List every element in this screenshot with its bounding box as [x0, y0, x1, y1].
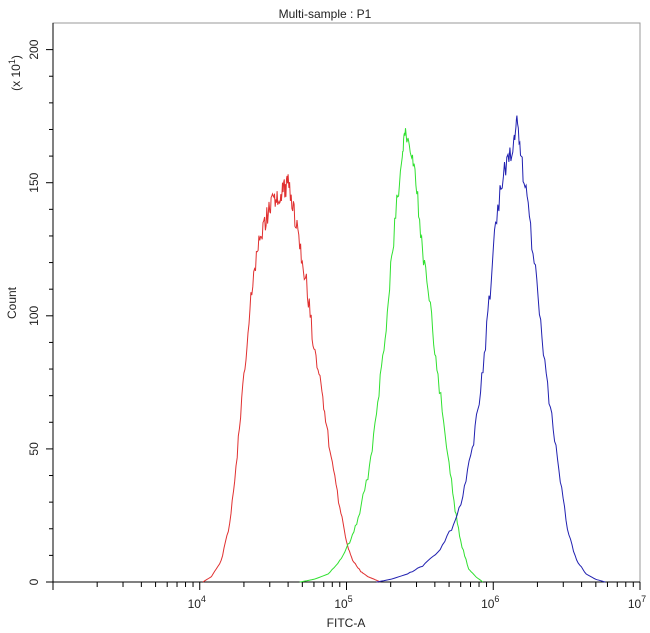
x-tick-base: 10: [188, 597, 202, 611]
x-tick-exponent: 6: [494, 594, 499, 604]
x-tick-label: 106: [481, 594, 499, 611]
series-line-2: [299, 128, 484, 583]
x-tick-base: 10: [628, 597, 642, 611]
plot-frame: [52, 22, 641, 583]
y-tick-label: 150: [27, 172, 41, 192]
x-tick-label: 105: [334, 594, 352, 611]
x-tick-base: 10: [334, 597, 348, 611]
x-axis-label: FITC-A: [327, 616, 366, 630]
x-tick-exponent: 4: [201, 594, 206, 604]
y-tick-label: 100: [27, 305, 41, 325]
x-tick-label: 107: [628, 594, 646, 611]
x-tick-label: 104: [188, 594, 206, 611]
series-line-3: [376, 115, 606, 583]
chart-title: Multi-sample : P1: [279, 7, 372, 21]
series-line-1: [202, 174, 381, 583]
y-tick-label: 50: [27, 442, 41, 456]
y-axis-multiplier: (x 101): [7, 55, 23, 91]
y-tick-label: 200: [27, 39, 41, 59]
y-axis-label: Count: [5, 286, 19, 319]
x-tick-exponent: 7: [641, 594, 646, 604]
x-tick-exponent: 5: [348, 594, 353, 604]
y-multiplier-close: ): [9, 55, 23, 59]
y-multiplier-exponent: 1: [7, 59, 17, 64]
x-tick-base: 10: [481, 597, 495, 611]
series-lines: [202, 115, 606, 583]
y-tick-label: 0: [27, 578, 41, 585]
y-multiplier-prefix: (x 10: [9, 64, 23, 91]
